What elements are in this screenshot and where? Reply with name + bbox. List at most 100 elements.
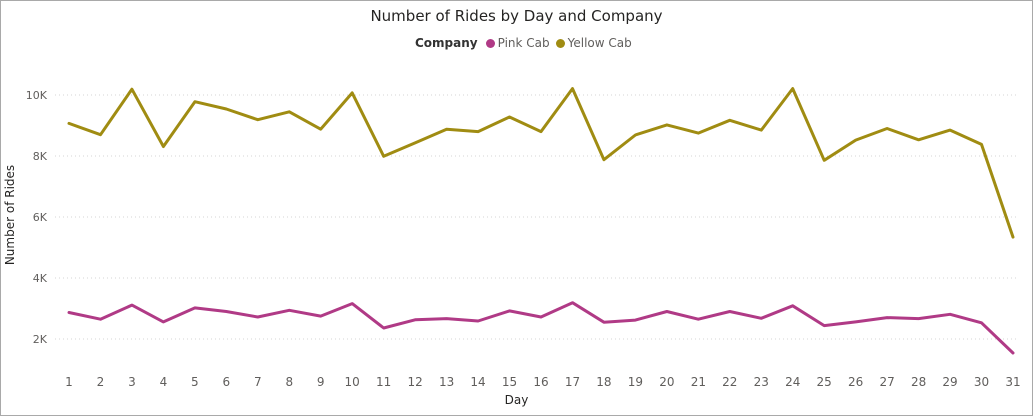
- data-point[interactable]: [948, 128, 952, 132]
- y-tick-label: 2K: [33, 333, 48, 346]
- legend-label-yellow-cab: Yellow Cab: [567, 36, 632, 50]
- data-point[interactable]: [728, 118, 732, 122]
- data-point[interactable]: [759, 128, 763, 132]
- data-point[interactable]: [319, 314, 323, 318]
- x-tick-label: 16: [533, 375, 548, 389]
- data-point[interactable]: [1011, 351, 1015, 355]
- data-point[interactable]: [980, 142, 984, 146]
- data-point[interactable]: [224, 107, 228, 111]
- data-point[interactable]: [728, 310, 732, 314]
- x-tick-label: 13: [439, 375, 454, 389]
- x-tick-label: 23: [754, 375, 769, 389]
- data-point[interactable]: [508, 309, 512, 313]
- data-point[interactable]: [602, 158, 606, 162]
- data-point[interactable]: [696, 131, 700, 135]
- data-point[interactable]: [98, 133, 102, 137]
- data-point[interactable]: [885, 127, 889, 131]
- x-tick-label: 31: [1005, 375, 1020, 389]
- legend-item-pink-cab[interactable]: Pink Cab: [485, 36, 550, 50]
- data-point[interactable]: [822, 158, 826, 162]
- legend-item-yellow-cab[interactable]: Yellow Cab: [555, 36, 632, 50]
- x-tick-label: 5: [191, 375, 199, 389]
- data-point[interactable]: [791, 87, 795, 91]
- data-point[interactable]: [665, 123, 669, 127]
- data-point[interactable]: [445, 317, 449, 321]
- data-point[interactable]: [759, 316, 763, 320]
- x-tick-label: 7: [254, 375, 262, 389]
- data-point[interactable]: [287, 308, 291, 312]
- data-point[interactable]: [98, 317, 102, 321]
- data-point[interactable]: [161, 320, 165, 324]
- data-point[interactable]: [130, 303, 134, 307]
- x-tick-label: 4: [160, 375, 168, 389]
- x-tick-label: 18: [596, 375, 611, 389]
- data-point[interactable]: [413, 141, 417, 145]
- data-point[interactable]: [665, 310, 669, 314]
- legend: Company Pink Cab Yellow Cab: [415, 36, 632, 50]
- data-point[interactable]: [980, 321, 984, 325]
- data-point[interactable]: [854, 138, 858, 142]
- data-point[interactable]: [508, 115, 512, 119]
- data-point[interactable]: [224, 310, 228, 314]
- data-point[interactable]: [854, 320, 858, 324]
- y-tick-label: 10K: [26, 89, 48, 102]
- data-point[interactable]: [161, 145, 165, 149]
- data-point[interactable]: [570, 87, 574, 91]
- data-point[interactable]: [696, 317, 700, 321]
- data-point[interactable]: [413, 318, 417, 322]
- x-tick-label: 2: [97, 375, 105, 389]
- data-point[interactable]: [1011, 235, 1015, 239]
- x-tick-label: 3: [128, 375, 136, 389]
- x-tick-label: 17: [565, 375, 580, 389]
- data-point[interactable]: [445, 127, 449, 131]
- data-point[interactable]: [476, 319, 480, 323]
- x-tick-label: 15: [502, 375, 517, 389]
- data-point[interactable]: [130, 87, 134, 91]
- data-point[interactable]: [633, 318, 637, 322]
- x-tick-label: 26: [848, 375, 863, 389]
- legend-title: Company: [415, 36, 478, 50]
- y-axis-label: Number of Rides: [3, 164, 17, 266]
- data-point[interactable]: [602, 320, 606, 324]
- data-point[interactable]: [539, 315, 543, 319]
- y-tick-label: 4K: [33, 272, 48, 285]
- data-point[interactable]: [256, 118, 260, 122]
- data-point[interactable]: [67, 121, 71, 125]
- legend-marker-yellow-cab: [555, 38, 565, 48]
- x-tick-label: 20: [659, 375, 674, 389]
- x-tick-label: 9: [317, 375, 325, 389]
- x-tick-label: 24: [785, 375, 800, 389]
- data-point[interactable]: [633, 133, 637, 137]
- data-point[interactable]: [67, 310, 71, 314]
- data-point[interactable]: [193, 306, 197, 310]
- data-point[interactable]: [948, 312, 952, 316]
- data-point[interactable]: [350, 91, 354, 95]
- data-point[interactable]: [382, 154, 386, 158]
- x-tick-label: 19: [628, 375, 643, 389]
- legend-marker-pink-cab: [485, 38, 495, 48]
- x-tick-label: 22: [722, 375, 737, 389]
- data-point[interactable]: [476, 130, 480, 134]
- series-line-yellow-cab[interactable]: [67, 87, 1015, 239]
- data-point[interactable]: [256, 315, 260, 319]
- series-line-pink-cab[interactable]: [67, 301, 1015, 355]
- chart-title: Number of Rides by Day and Company: [370, 7, 663, 25]
- data-point[interactable]: [570, 301, 574, 305]
- data-point[interactable]: [917, 138, 921, 142]
- data-point[interactable]: [539, 130, 543, 134]
- x-tick-label: 6: [223, 375, 231, 389]
- data-point[interactable]: [822, 324, 826, 328]
- data-point[interactable]: [350, 302, 354, 306]
- data-point[interactable]: [193, 100, 197, 104]
- data-point[interactable]: [287, 110, 291, 114]
- y-tick-label: 6K: [33, 211, 48, 224]
- data-point[interactable]: [917, 317, 921, 321]
- data-point[interactable]: [791, 304, 795, 308]
- data-point[interactable]: [885, 316, 889, 320]
- data-point[interactable]: [319, 127, 323, 131]
- x-tick-label: 28: [911, 375, 926, 389]
- x-tick-label: 1: [65, 375, 73, 389]
- data-point[interactable]: [382, 326, 386, 330]
